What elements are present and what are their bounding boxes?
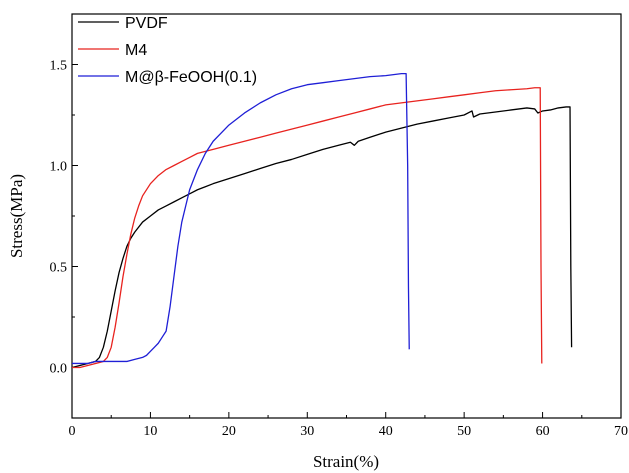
y-tick-label: 0.5 (50, 261, 68, 276)
x-tick-label: 30 (300, 424, 314, 439)
plot-area (71, 13, 622, 419)
x-tick-label: 40 (379, 424, 393, 439)
legend: PVDF M4 M@β-FeOOH(0.1) (78, 15, 257, 86)
y-tick-label: 0.0 (50, 362, 68, 377)
legend-label-pvdf: PVDF (125, 15, 168, 32)
series-line-pvdf (71, 106, 573, 369)
y-axis-ticks: 0.0 0.5 1.0 1.5 (50, 59, 78, 419)
x-tick-label: 20 (222, 424, 236, 439)
x-tick-label: 50 (457, 424, 471, 439)
x-axis-title: Strain(%) (313, 452, 379, 471)
x-tick-label: 10 (143, 424, 157, 439)
series-lines (71, 72, 573, 369)
x-axis-ticks: 0 10 20 30 40 50 60 70 (69, 412, 628, 439)
legend-label-m4: M4 (125, 42, 147, 59)
x-tick-label: 70 (614, 424, 628, 439)
y-axis-title: Stress(MPa) (7, 174, 26, 258)
x-tick-label: 60 (536, 424, 550, 439)
y-tick-label: 1.5 (50, 59, 68, 74)
series-line-m4 (72, 87, 543, 369)
y-tick-label: 1.0 (50, 160, 68, 175)
series-line-m-feooh-0-1 (72, 72, 410, 365)
x-tick-label: 0 (69, 424, 76, 439)
legend-label-m-feooh: M@β-FeOOH(0.1) (125, 69, 257, 86)
